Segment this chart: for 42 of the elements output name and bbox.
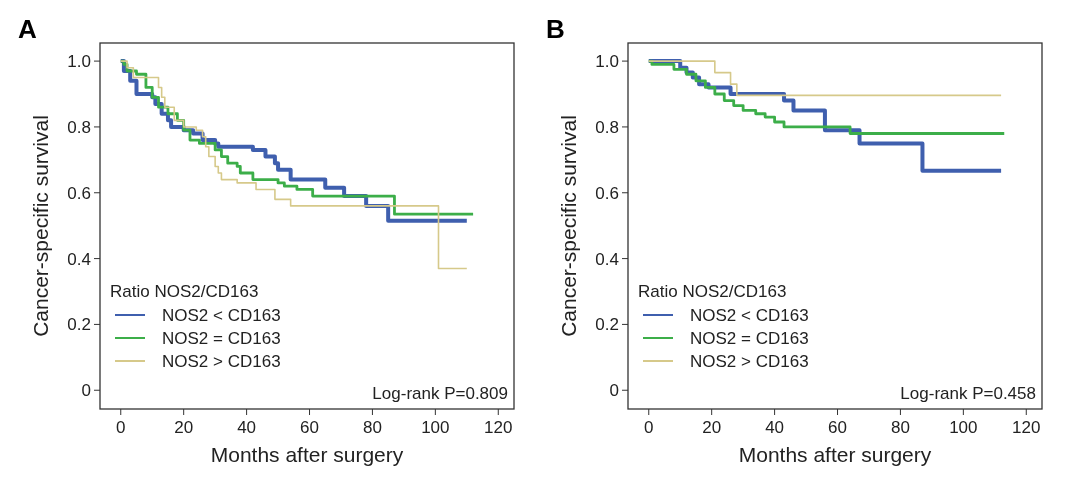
y-tick-label: 1.0: [67, 52, 91, 72]
x-tick-label: 100: [949, 418, 978, 437]
x-tick-label: 40: [765, 418, 785, 437]
y-tick-label: 0.2: [67, 315, 91, 335]
x-tick-label: 120: [484, 418, 513, 437]
legend-label: NOS2 < CD163: [690, 306, 809, 325]
y-tick-label: 0.6: [595, 183, 619, 203]
x-tick-label: 40: [237, 418, 257, 437]
legend-label: NOS2 > CD163: [162, 352, 281, 371]
y-tick-label: 0: [81, 381, 91, 401]
x-tick-label: 120: [1012, 418, 1041, 437]
y-tick-label: 0.4: [67, 249, 91, 269]
x-tick-label: 80: [890, 418, 910, 437]
x-axis-title: Months after surgery: [738, 443, 932, 466]
legend-title: Ratio NOS2/CD163: [110, 282, 259, 301]
annotation: Log-rank P=0.809: [372, 384, 508, 403]
y-tick-label: 0: [609, 381, 619, 401]
x-tick-label: 100: [421, 418, 450, 437]
legend-label: NOS2 = CD163: [690, 329, 809, 348]
x-tick-label: 20: [702, 418, 722, 437]
legend-title: Ratio NOS2/CD163: [638, 282, 787, 301]
legend-label: NOS2 = CD163: [162, 329, 281, 348]
legend-label: NOS2 > CD163: [690, 352, 809, 371]
x-tick-label: 60: [300, 418, 319, 437]
y-axis-title: Cancer-specific survival: [557, 115, 580, 337]
x-tick-label: 20: [174, 418, 194, 437]
y-tick-label: 0.2: [595, 315, 619, 335]
legend-label: NOS2 < CD163: [162, 306, 281, 325]
y-tick-label: 0.8: [67, 117, 91, 137]
y-tick-label: 1.0: [595, 52, 619, 72]
y-tick-label: 0.8: [595, 117, 619, 137]
x-tick-label: 0: [644, 418, 654, 437]
y-axis-title: Cancer-specific survival: [29, 115, 52, 337]
chart-title: B: [546, 14, 565, 44]
x-tick-label: 80: [362, 418, 382, 437]
x-axis-title: Months after surgery: [210, 443, 404, 466]
y-tick-label: 0.4: [595, 249, 619, 269]
x-tick-label: 0: [116, 418, 126, 437]
chart-title: A: [18, 14, 37, 44]
annotation: Log-rank P=0.458: [900, 384, 1036, 403]
x-tick-label: 60: [828, 418, 847, 437]
y-tick-label: 0.6: [67, 183, 91, 203]
